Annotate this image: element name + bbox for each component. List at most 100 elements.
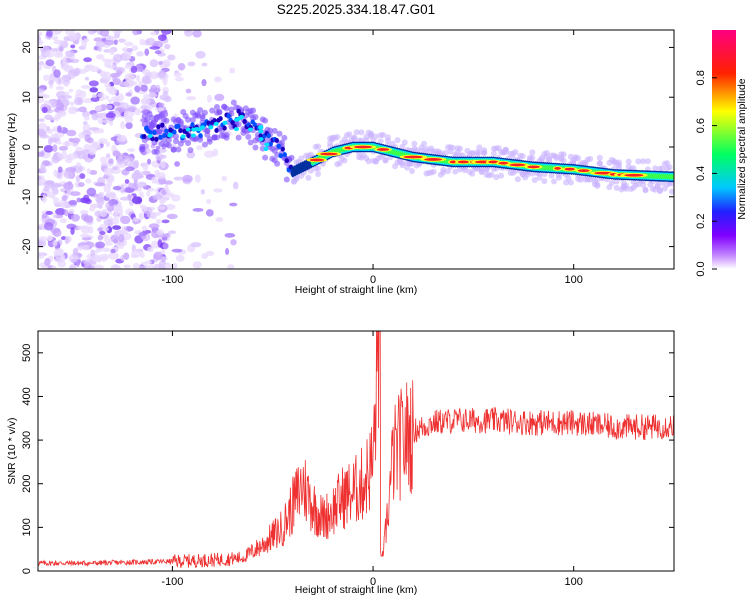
colorbar-tick-label: 0.6 xyxy=(695,118,707,133)
noise-blob xyxy=(38,252,45,259)
spectrogram-y-label: Frequency (Hz) xyxy=(6,113,18,185)
noise-blob xyxy=(134,85,141,93)
noise-blob xyxy=(164,233,170,238)
ridge-halo xyxy=(587,155,594,162)
noise-blob xyxy=(53,197,60,205)
noise-blob xyxy=(140,84,148,92)
noise-blob xyxy=(177,63,186,71)
ridge-halo xyxy=(235,134,242,141)
ridge-halo xyxy=(560,157,567,164)
noise-blob xyxy=(77,182,85,188)
ridge-hotspot-core xyxy=(554,167,562,170)
ridge-core xyxy=(148,130,153,136)
noise-blob xyxy=(172,262,178,269)
noise-blob xyxy=(87,265,96,269)
ridge-halo xyxy=(546,157,553,164)
ridge-halo xyxy=(139,146,146,153)
ridge-halo xyxy=(493,174,500,181)
ridge-halo xyxy=(153,148,160,155)
noise-blob xyxy=(201,62,208,67)
noise-blob xyxy=(145,37,156,46)
ridge-core xyxy=(218,116,223,122)
ridge-halo xyxy=(596,154,603,161)
noise-blob xyxy=(53,169,58,178)
ridge-core xyxy=(142,134,147,140)
ridge-halo xyxy=(228,106,235,113)
ridge-core xyxy=(152,130,157,136)
ridge-fleck xyxy=(233,127,239,132)
noise-blob xyxy=(97,92,105,98)
noise-blob xyxy=(144,48,150,56)
noise-blob xyxy=(53,132,65,138)
noise-blob xyxy=(82,259,93,265)
noise-blob xyxy=(57,76,62,84)
noise-blob xyxy=(125,122,133,130)
noise-blob xyxy=(157,34,167,42)
ridge-halo xyxy=(245,133,252,140)
noise-blob xyxy=(70,44,76,49)
noise-blob xyxy=(186,96,197,101)
noise-blob xyxy=(61,195,68,202)
noise-blob xyxy=(133,108,142,116)
noise-blob xyxy=(119,81,129,87)
noise-blob xyxy=(68,137,74,143)
noise-blob xyxy=(155,145,161,150)
noise-blob xyxy=(86,168,91,174)
ridge-halo xyxy=(411,140,418,147)
noise-blob xyxy=(104,95,110,100)
noise-blob xyxy=(132,262,140,269)
noise-blob xyxy=(38,97,45,104)
noise-blob xyxy=(157,239,163,248)
ridge-halo xyxy=(185,140,192,147)
noise-blob xyxy=(83,38,90,43)
noise-blob xyxy=(38,128,47,137)
x-tick-label: 100 xyxy=(565,274,583,286)
noise-blob xyxy=(158,70,167,79)
noise-blob xyxy=(171,194,181,202)
ridge-fleck xyxy=(213,121,219,126)
y-tick-label: 100 xyxy=(21,518,33,536)
noise-blob xyxy=(43,221,54,231)
ridge-halo xyxy=(199,114,206,121)
ridge-halo xyxy=(481,150,488,157)
noise-blob xyxy=(45,49,55,58)
noise-blob xyxy=(215,217,224,222)
ridge-fleck xyxy=(239,114,245,119)
noise-blob xyxy=(79,209,89,215)
ridge-halo xyxy=(185,116,192,123)
ridge-halo xyxy=(341,157,348,164)
ridge-halo xyxy=(442,149,449,156)
spectrogram-x-ticks: -100 0 100 xyxy=(161,30,583,286)
noise-blob xyxy=(131,45,139,51)
ridge-hotspot-core xyxy=(488,160,499,164)
noise-blob xyxy=(118,38,126,43)
noise-blob xyxy=(78,106,87,113)
noise-blob xyxy=(38,39,44,46)
ridge-halo xyxy=(512,149,519,156)
noise-blob xyxy=(214,76,222,83)
ridge-green xyxy=(671,174,674,180)
ridge-halo xyxy=(223,134,230,141)
noise-blob xyxy=(51,155,60,164)
ridge-halo xyxy=(382,157,389,164)
noise-blob xyxy=(74,67,81,77)
noise-blob xyxy=(57,166,63,173)
noise-blob xyxy=(100,162,111,167)
ridge-halo xyxy=(555,174,562,181)
ridge-halo xyxy=(334,133,341,140)
ridge-halo xyxy=(315,170,322,177)
noise-blob xyxy=(76,197,81,203)
ridge-halo xyxy=(644,158,651,165)
noise-blob xyxy=(186,151,196,159)
ridge-core xyxy=(178,128,183,134)
ridge-halo xyxy=(281,134,288,141)
ridge-halo xyxy=(668,188,674,195)
ridge-halo xyxy=(553,154,560,161)
noise-blob xyxy=(79,173,86,180)
ridge-fleck xyxy=(258,137,264,142)
ridge-halo xyxy=(216,108,223,115)
ridge-halo xyxy=(158,112,165,119)
noise-blob xyxy=(128,157,135,163)
noise-blob xyxy=(205,209,214,217)
ridge-halo xyxy=(490,150,497,157)
